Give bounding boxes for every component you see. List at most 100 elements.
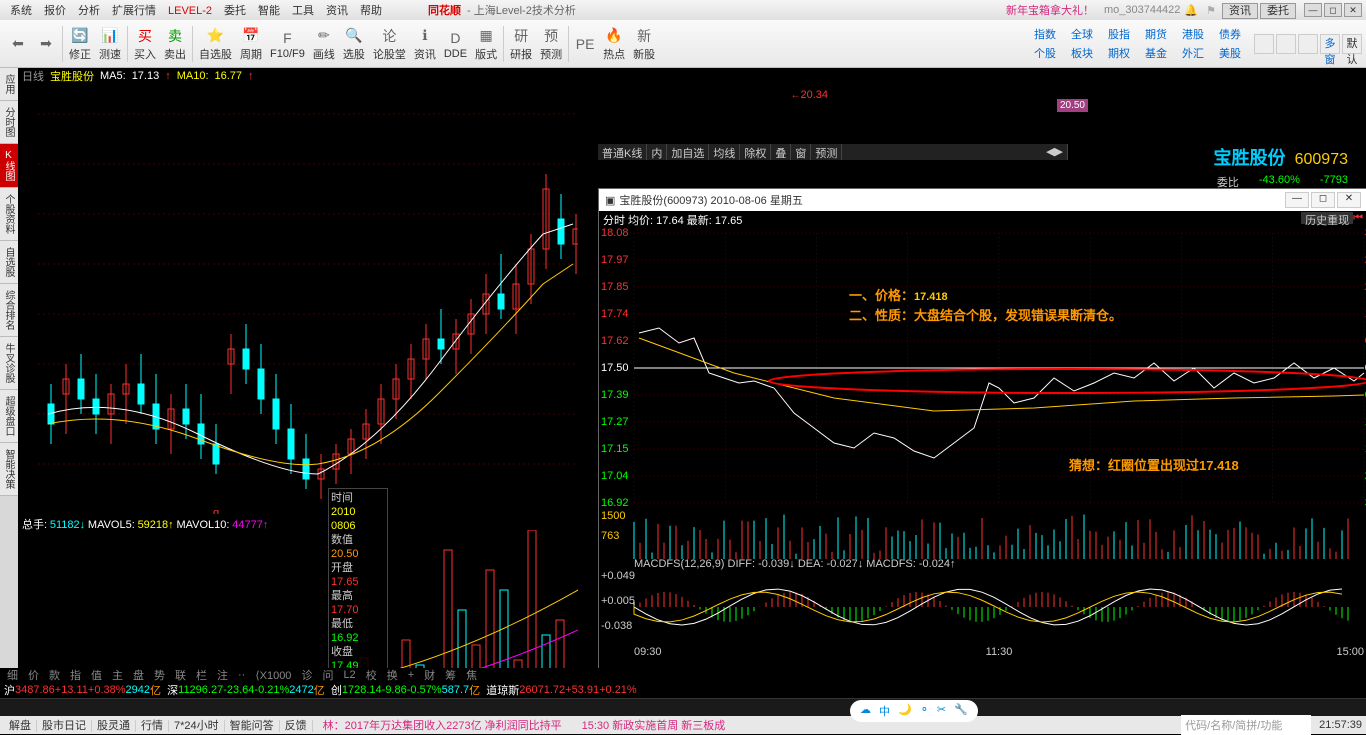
titlebar-btn-委托[interactable]: 委托: [1260, 3, 1296, 19]
search-input[interactable]: 代码/名称/简拼/功能: [1181, 715, 1311, 735]
tool-研报[interactable]: 研研报: [506, 24, 536, 64]
vtab-超级盘口[interactable]: 超级盘口: [0, 390, 18, 443]
status-诊[interactable]: 诊: [298, 667, 315, 683]
status-值[interactable]: 值: [88, 667, 105, 683]
tool-卖出[interactable]: 卖卖出: [160, 24, 190, 64]
link-股指[interactable]: 股指: [1101, 25, 1137, 43]
tool-论股堂[interactable]: 论论股堂: [369, 24, 410, 64]
tool-F10/F9[interactable]: FF10/F9: [266, 26, 309, 62]
tool-预测[interactable]: 预预测: [536, 24, 566, 64]
status-焦[interactable]: 焦: [463, 667, 480, 683]
tool-买入[interactable]: 买买入: [130, 24, 160, 64]
popup-maximize[interactable]: ◻: [1311, 192, 1335, 208]
menu-工具[interactable]: 工具: [286, 5, 320, 17]
bottom-link-智能问答[interactable]: 智能问答: [225, 720, 280, 732]
ime-✂[interactable]: ✂: [937, 703, 946, 719]
link-期权[interactable]: 期权: [1101, 44, 1137, 62]
link-债券[interactable]: 债券: [1212, 25, 1248, 43]
popup-close[interactable]: ✕: [1337, 192, 1361, 208]
link-美股[interactable]: 美股: [1212, 44, 1248, 62]
chartbtn-均线[interactable]: 均线: [709, 144, 740, 160]
tool-⬅[interactable]: ⬅: [4, 32, 32, 56]
status-细[interactable]: 细: [4, 667, 21, 683]
tool-选股[interactable]: 🔍选股: [339, 24, 369, 64]
vtab-牛叉诊股[interactable]: 牛叉诊股: [0, 337, 18, 390]
status-财[interactable]: 财: [421, 667, 438, 683]
bell-icon[interactable]: 🔔: [1184, 4, 1198, 17]
status-注[interactable]: 注: [214, 667, 231, 683]
extra-icon-2[interactable]: [1276, 34, 1296, 54]
tool-画线[interactable]: ✏画线: [309, 24, 339, 64]
close-button[interactable]: ✕: [1344, 3, 1362, 17]
menu-委托[interactable]: 委托: [218, 5, 252, 17]
status-栏[interactable]: 栏: [193, 667, 210, 683]
status-⟨X1000[interactable]: ⟨X1000: [252, 669, 294, 682]
chartbtn-窗[interactable]: 窗: [791, 144, 811, 160]
chartbtn-除权[interactable]: 除权: [740, 144, 771, 160]
bottom-link-股灵通[interactable]: 股灵通: [92, 720, 136, 732]
status-价[interactable]: 价: [25, 667, 42, 683]
extra-icon-1[interactable]: [1254, 34, 1274, 54]
tool-➡[interactable]: ➡: [32, 32, 60, 56]
extra-icon-4[interactable]: 多窗口: [1320, 34, 1340, 54]
vtab-智能决策[interactable]: 智能决策: [0, 443, 18, 496]
menu-帮助[interactable]: 帮助: [354, 5, 388, 17]
vtab-K线图[interactable]: K线图: [0, 144, 18, 188]
menu-分析[interactable]: 分析: [72, 5, 106, 17]
vtab-综合排名[interactable]: 综合排名: [0, 284, 18, 337]
status-校[interactable]: 校: [363, 667, 380, 683]
bottom-link-7*24小时[interactable]: 7*24小时: [169, 720, 225, 732]
flag-icon[interactable]: ⚑: [1206, 4, 1216, 17]
menu-扩展行情[interactable]: 扩展行情: [106, 5, 162, 17]
status-问[interactable]: 问: [319, 667, 336, 683]
link-外汇[interactable]: 外汇: [1175, 44, 1211, 62]
chartbtn-内[interactable]: 内: [647, 144, 667, 160]
tool-版式[interactable]: ▦版式: [471, 24, 501, 64]
history-replay-button[interactable]: 历史重现: [1301, 212, 1353, 224]
tool-资讯[interactable]: ℹ资讯: [410, 24, 440, 64]
tool-DDE[interactable]: DDDE: [440, 26, 471, 62]
titlebar-btn-资讯[interactable]: 资讯: [1222, 3, 1258, 19]
extra-icon-3[interactable]: [1298, 34, 1318, 54]
chartbtn-加自选[interactable]: 加自选: [667, 144, 709, 160]
link-期货[interactable]: 期货: [1138, 25, 1174, 43]
link-板块[interactable]: 板块: [1064, 44, 1100, 62]
bottom-link-反馈[interactable]: 反馈: [280, 720, 313, 732]
intraday-chart[interactable]: 18.083.31%17.972.67%17.852.02%17.741.35%…: [599, 225, 1366, 705]
tool-测速[interactable]: 📊测速: [95, 24, 125, 64]
vtab-分时图[interactable]: 分时图: [0, 101, 18, 144]
status-盘[interactable]: 盘: [130, 667, 147, 683]
ime-🌙[interactable]: 🌙: [898, 703, 912, 719]
bottom-link-行情[interactable]: 行情: [136, 720, 169, 732]
status-指[interactable]: 指: [67, 667, 84, 683]
menu-系统[interactable]: 系统: [4, 5, 38, 17]
status-+[interactable]: +: [405, 669, 417, 681]
menu-资讯[interactable]: 资讯: [320, 5, 354, 17]
ime-☁[interactable]: ☁: [860, 703, 871, 719]
minimize-button[interactable]: —: [1304, 3, 1322, 17]
bottom-link-股市日记[interactable]: 股市日记: [37, 720, 92, 732]
tool-PE[interactable]: PE: [571, 32, 599, 56]
status-势[interactable]: 势: [151, 667, 168, 683]
kline-chart[interactable]: q ←20.34 20.50: [18, 84, 578, 514]
ime-🔧[interactable]: 🔧: [954, 703, 968, 719]
chartbtn-预测[interactable]: 预测: [811, 144, 842, 160]
status-主[interactable]: 主: [109, 667, 126, 683]
status-联[interactable]: 联: [172, 667, 189, 683]
username[interactable]: mo_303744422: [1104, 4, 1180, 16]
link-港股[interactable]: 港股: [1175, 25, 1211, 43]
link-基金[interactable]: 基金: [1138, 44, 1174, 62]
floating-ime-toolbar[interactable]: ☁中🌙⚬✂🔧: [850, 700, 978, 722]
maximize-button[interactable]: ◻: [1324, 3, 1342, 17]
vtab-自选股[interactable]: 自选股: [0, 241, 18, 284]
bottom-link-解盘[interactable]: 解盘: [4, 720, 37, 732]
chartbtn-叠[interactable]: 叠: [771, 144, 791, 160]
menu-LEVEL-2[interactable]: LEVEL-2: [162, 5, 218, 17]
tool-热点[interactable]: 🔥热点: [599, 24, 629, 64]
vtab-应用[interactable]: 应用: [0, 68, 18, 101]
vtab-个股资料[interactable]: 个股资料: [0, 188, 18, 241]
replay-arrow-icon[interactable]: ⏮: [1353, 212, 1363, 224]
status-款[interactable]: 款: [46, 667, 63, 683]
promo-text[interactable]: 新年宝箱拿大礼！: [1006, 2, 1094, 18]
chartbtn-普通K线[interactable]: 普通K线: [598, 144, 647, 160]
